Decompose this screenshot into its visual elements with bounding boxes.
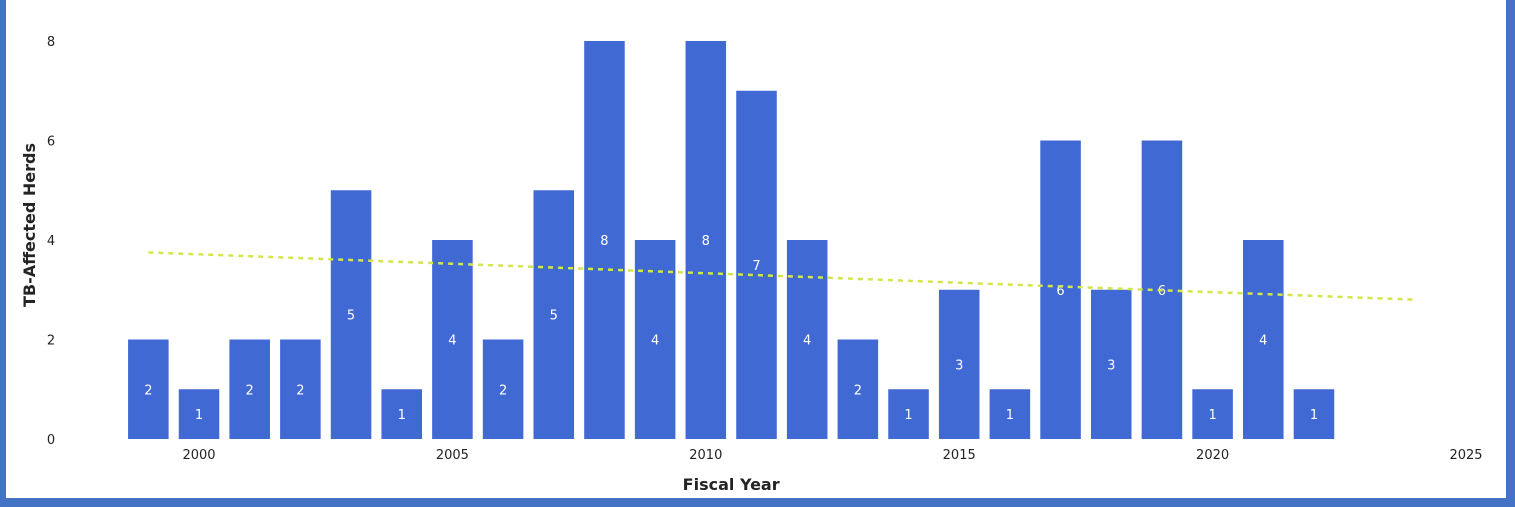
x-axis-title: Fiscal Year — [683, 475, 780, 494]
chart-panel: 2 1 2 2 5 1 4 2 5 8 4 8 7 4 2 1 3 1 6 3 6 1 4 1 2000 2005 2010 201… — [6, 0, 1506, 498]
bar-2013[interactable] — [837, 339, 879, 440]
bar-2011[interactable] — [736, 90, 777, 439]
bar-2001[interactable] — [229, 339, 270, 440]
bar-2022[interactable] — [1293, 389, 1335, 439]
y-tick-0: 0 — [47, 433, 55, 448]
bar-labels-group: 212251425848742131636141 — [144, 234, 1318, 423]
bar-value-label-2022: 1 — [1310, 408, 1318, 423]
x-tick-2010: 2010 — [689, 448, 722, 463]
bar-value-label-2002: 2 — [296, 383, 304, 398]
bar-2015[interactable] — [938, 289, 980, 439]
bar-2005[interactable] — [432, 240, 473, 439]
bar-value-label-2001: 2 — [246, 383, 254, 398]
bar-2003[interactable] — [330, 190, 372, 439]
y-tick-labels: 0 2 4 6 8 — [47, 35, 55, 448]
bar-2002[interactable] — [280, 339, 321, 440]
bar-value-label-1999: 2 — [144, 383, 152, 398]
y-tick-8: 8 — [47, 35, 55, 50]
y-axis-title: TB-Affected Herds — [20, 143, 39, 307]
bar-value-label-2016: 1 — [1006, 408, 1014, 423]
bar-value-label-2011: 7 — [752, 259, 760, 274]
y-tick-4: 4 — [47, 234, 55, 249]
bar-2021[interactable] — [1243, 240, 1284, 439]
bar-value-label-2020: 1 — [1208, 408, 1216, 423]
bar-value-label-2006: 2 — [499, 383, 507, 398]
bar-value-label-2021: 4 — [1259, 334, 1267, 349]
bar-value-label-2015: 3 — [955, 358, 963, 373]
bar-value-label-2008: 8 — [600, 234, 608, 249]
x-tick-2005: 2005 — [436, 448, 469, 463]
bar-value-label-2010: 8 — [702, 234, 710, 249]
bar-value-label-2014: 1 — [904, 408, 912, 423]
bar-1999[interactable] — [128, 339, 169, 440]
bar-chart: 2 1 2 2 5 1 4 2 5 8 4 8 7 4 2 1 3 1 6 3 6 1 4 1 2000 2005 2010 201… — [20, 35, 1483, 494]
bar-2007[interactable] — [533, 190, 575, 439]
bar-value-label-2012: 4 — [803, 334, 811, 349]
bar-value-label-2007: 5 — [550, 309, 558, 324]
y-tick-2: 2 — [47, 334, 55, 349]
x-tick-2000: 2000 — [182, 448, 215, 463]
bar-value-label-2005: 4 — [448, 334, 456, 349]
x-tick-labels: 2000 2005 2010 2015 2020 2025 — [182, 448, 1482, 463]
bar-2012[interactable] — [786, 240, 828, 439]
x-tick-2020: 2020 — [1196, 448, 1229, 463]
bar-value-label-2018: 3 — [1107, 358, 1115, 373]
bar-2008[interactable] — [584, 41, 625, 439]
bar-value-label-2004: 1 — [398, 408, 406, 423]
bar-value-label-2000: 1 — [195, 408, 203, 423]
bar-2004[interactable] — [381, 389, 423, 439]
bar-2016[interactable] — [989, 389, 1031, 439]
bars-group — [128, 41, 1335, 440]
bar-2014[interactable] — [888, 389, 929, 439]
x-tick-2015: 2015 — [943, 448, 976, 463]
bar-2010[interactable] — [685, 41, 727, 439]
bar-2000[interactable] — [178, 389, 220, 439]
trend-line — [148, 251, 1416, 301]
x-tick-2025: 2025 — [1449, 448, 1482, 463]
y-tick-6: 6 — [47, 135, 55, 150]
bar-2020[interactable] — [1192, 389, 1233, 439]
bar-2018[interactable] — [1090, 289, 1132, 439]
bar-value-label-2013: 2 — [854, 383, 862, 398]
bar-value-label-2017: 6 — [1056, 284, 1064, 299]
bar-value-label-2003: 5 — [347, 309, 355, 324]
bar-2017[interactable] — [1040, 140, 1081, 440]
bar-value-label-2009: 4 — [651, 334, 659, 349]
bar-2006[interactable] — [482, 339, 524, 440]
bar-2009[interactable] — [634, 240, 676, 439]
